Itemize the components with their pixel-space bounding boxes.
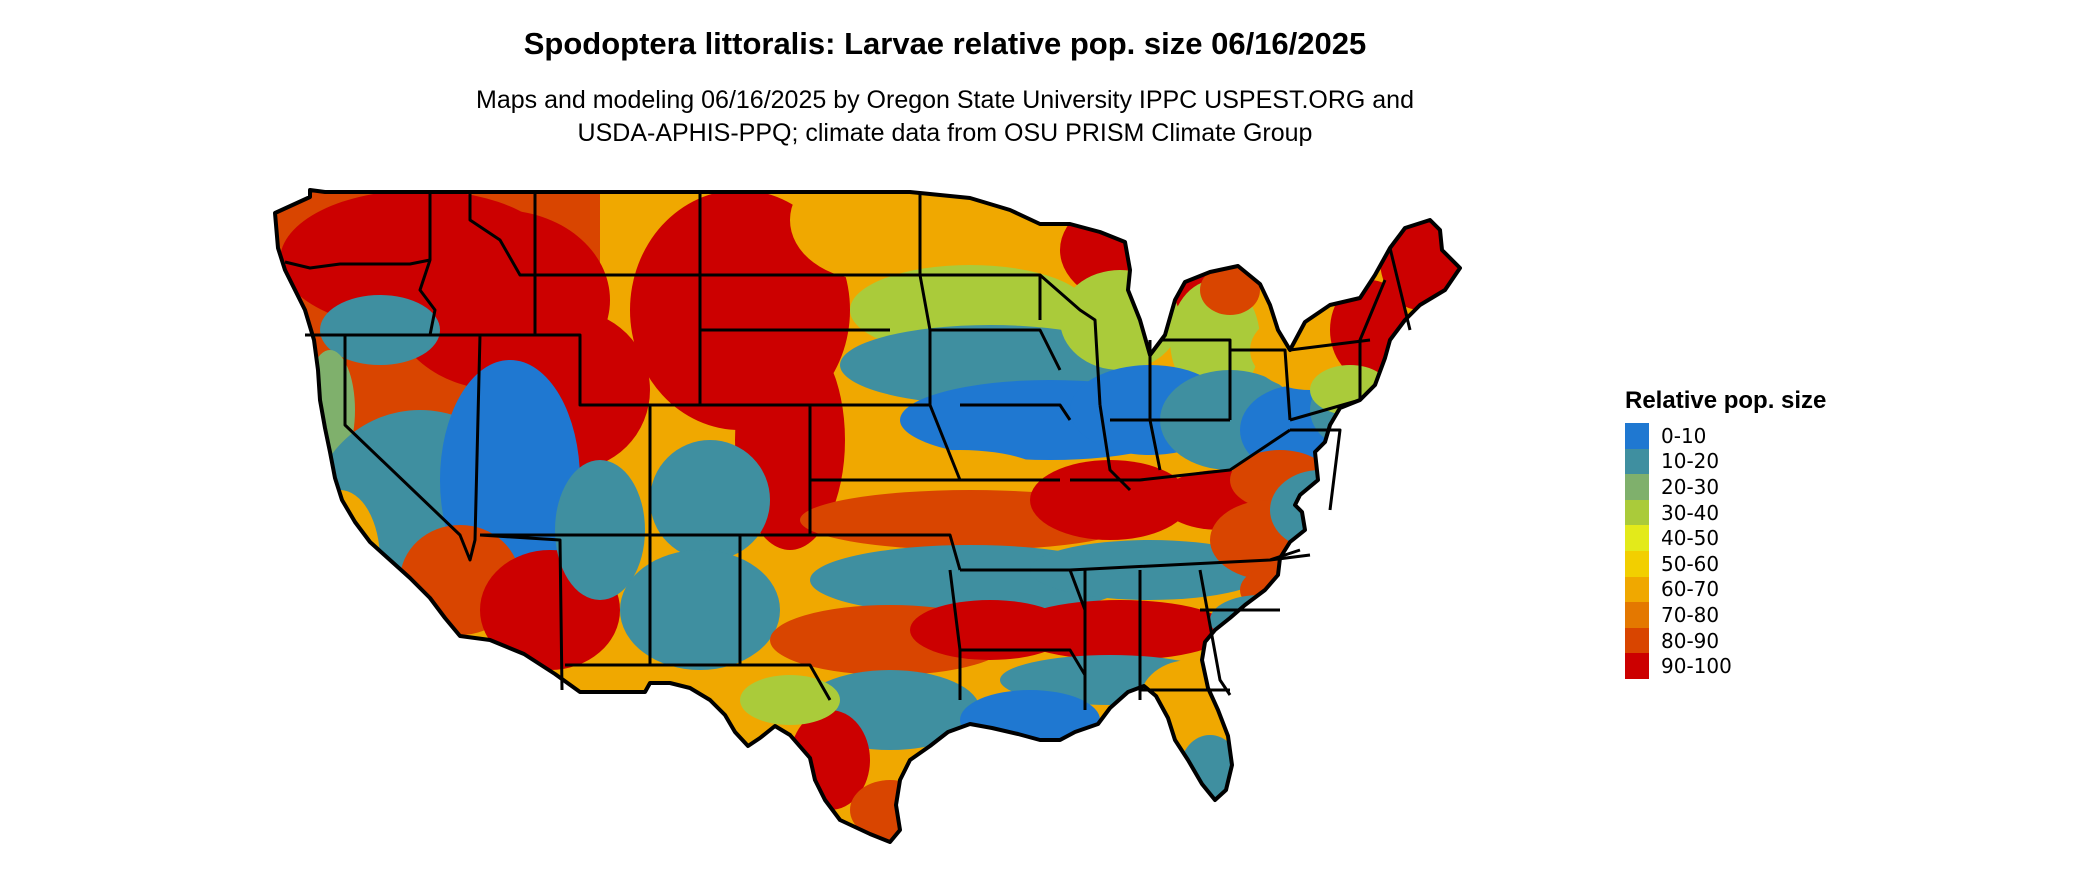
- legend-label: 30-40: [1661, 500, 1720, 525]
- legend-label: 0-10: [1661, 423, 1707, 448]
- legend-item: 0-10: [1625, 423, 1826, 449]
- legend-swatch: [1625, 423, 1649, 449]
- us-map-svg: [273, 188, 1462, 844]
- legend-item: 80-90: [1625, 627, 1826, 654]
- legend-label: 80-90: [1661, 628, 1720, 653]
- legend-label: 50-60: [1661, 551, 1720, 576]
- legend-item: 10-20: [1625, 448, 1826, 475]
- map-subtitle: Maps and modeling 06/16/2025 by Oregon S…: [0, 84, 1890, 150]
- legend-label: 70-80: [1661, 602, 1720, 627]
- us-map: [270, 180, 1590, 892]
- legend-label: 90-100: [1661, 654, 1732, 679]
- legend-label: 40-50: [1661, 526, 1720, 551]
- legend-swatch: [1625, 627, 1649, 654]
- legend-item: 40-50: [1625, 525, 1826, 551]
- legend-item: 90-100: [1625, 653, 1826, 679]
- legend-swatch: [1625, 474, 1649, 500]
- legend-label: 20-30: [1661, 474, 1720, 499]
- legend-rows: 0-10 10-20 20-30 30-40 40-50 50-60 60-70 70-80 8…: [1625, 423, 1826, 679]
- legend-item: 50-60: [1625, 550, 1826, 577]
- legend-swatch: [1625, 653, 1649, 679]
- legend-item: 70-80: [1625, 602, 1826, 628]
- legend-swatch: [1625, 499, 1649, 526]
- legend-swatch: [1625, 602, 1649, 628]
- legend-swatch: [1625, 525, 1649, 551]
- state-boundaries: [273, 188, 1462, 844]
- map-title: Spodoptera littoralis: Larvae relative p…: [523, 26, 1367, 61]
- legend-item: 20-30: [1625, 474, 1826, 500]
- legend-item: 30-40: [1625, 499, 1826, 526]
- subtitle-line-1: Maps and modeling 06/16/2025 by Oregon S…: [476, 86, 1414, 114]
- legend-label: 10-20: [1661, 449, 1720, 474]
- legend-swatch: [1625, 448, 1649, 475]
- legend-swatch: [1625, 576, 1649, 603]
- legend-label: 60-70: [1661, 577, 1720, 602]
- legend: Relative pop. size 0-10 10-20 20-30 30-40 40…: [1625, 387, 1826, 679]
- legend-title: Relative pop. size: [1625, 387, 1827, 414]
- legend-item: 60-70: [1625, 576, 1826, 603]
- legend-swatch: [1625, 550, 1649, 577]
- subtitle-line-2: USDA-APHIS-PPQ; climate data from OSU PR…: [577, 119, 1313, 147]
